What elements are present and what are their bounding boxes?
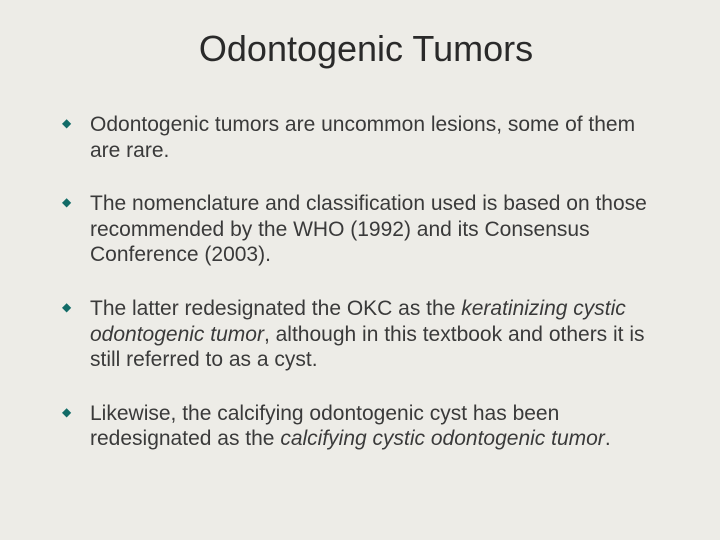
list-item: Likewise, the calcifying odontogenic cys…	[62, 401, 670, 452]
plain-text: .	[605, 427, 611, 450]
list-item: The latter redesignated the OKC as the k…	[62, 296, 670, 373]
list-item: Odontogenic tumors are uncommon lesions,…	[62, 112, 670, 163]
bullet-text: The latter redesignated the OKC as the k…	[90, 297, 645, 371]
plain-text: The latter redesignated the OKC as the	[90, 297, 461, 320]
bullet-text: The nomenclature and classification used…	[90, 192, 647, 266]
bullet-text: Odontogenic tumors are uncommon lesions,…	[90, 113, 635, 162]
bullet-list: Odontogenic tumors are uncommon lesions,…	[62, 112, 670, 452]
italic-text: calcifying cystic odontogenic tumor	[280, 427, 605, 450]
slide-title: Odontogenic Tumors	[62, 28, 670, 70]
slide: Odontogenic Tumors Odontogenic tumors ar…	[0, 0, 720, 540]
list-item: The nomenclature and classification used…	[62, 191, 670, 268]
plain-text: The nomenclature and classification used…	[90, 192, 647, 266]
bullet-text: Likewise, the calcifying odontogenic cys…	[90, 402, 611, 451]
plain-text: Odontogenic tumors are uncommon lesions,…	[90, 113, 635, 162]
